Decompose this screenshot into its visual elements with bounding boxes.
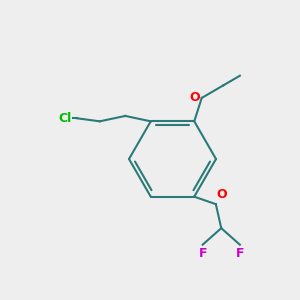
Text: F: F bbox=[198, 247, 207, 260]
Text: O: O bbox=[217, 188, 227, 201]
Text: Cl: Cl bbox=[58, 112, 71, 125]
Text: O: O bbox=[190, 92, 200, 104]
Text: F: F bbox=[236, 247, 244, 260]
